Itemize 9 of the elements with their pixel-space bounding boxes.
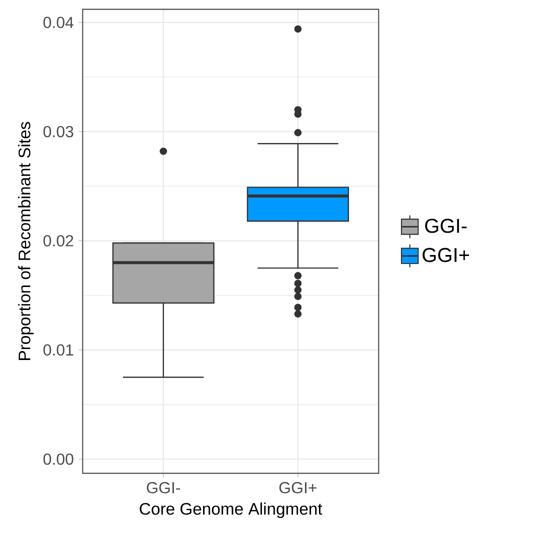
y-tick-label: 0.00 — [44, 453, 74, 465]
legend-label: GGI+ — [422, 248, 470, 262]
y-tick-label: 0.03 — [44, 126, 74, 138]
legend-label: GGI- — [425, 218, 467, 233]
y-axis-title: Proportion of Recombinant Sites — [18, 122, 34, 360]
y-tick-label: 0.01 — [44, 344, 74, 356]
x-axis-title: Core Genome Alingment — [140, 502, 322, 518]
y-tick-label: 0.04 — [44, 16, 74, 28]
y-tick-label: 0.02 — [44, 235, 74, 246]
